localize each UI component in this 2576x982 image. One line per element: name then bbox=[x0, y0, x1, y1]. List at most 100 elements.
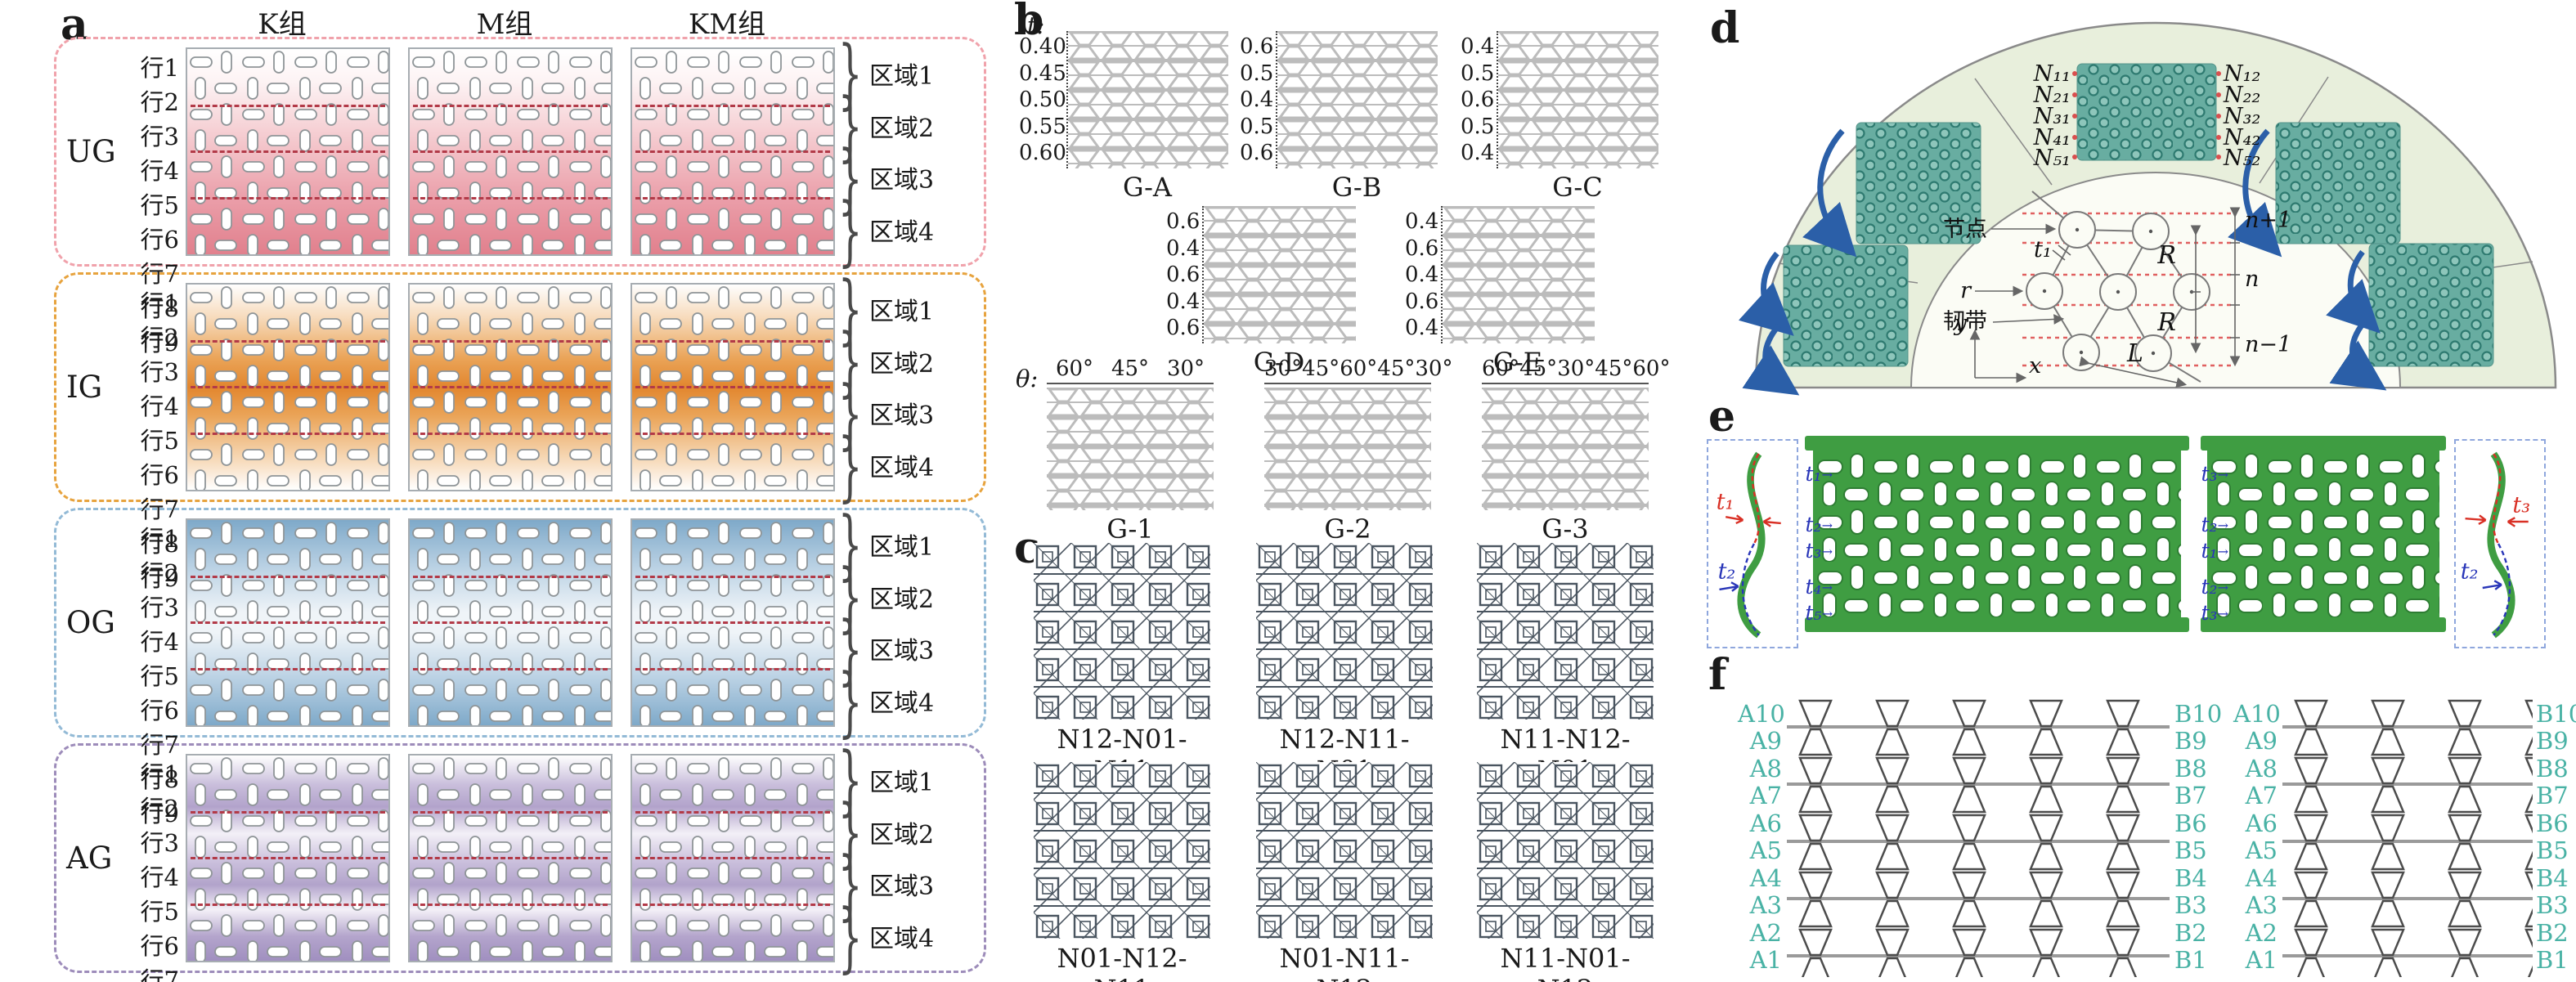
inset-t2-label: t₂ bbox=[2461, 558, 2479, 584]
right-green-lattice bbox=[2207, 451, 2439, 617]
lattice-ge bbox=[1441, 206, 1595, 343]
n-plus-1: n+1 bbox=[2245, 208, 2291, 233]
gc-values: 0.4 0.5 0.6 0.5 0.4 bbox=[1461, 31, 1497, 168]
gb-values: 0.6 0.5 0.4 0.5 0.6 bbox=[1240, 31, 1276, 168]
column-header: M组 bbox=[476, 8, 533, 41]
a-label: A8 bbox=[1749, 754, 1782, 782]
inset-t2-label: t₂ bbox=[1718, 558, 1736, 584]
row-label: 行9 bbox=[140, 564, 179, 592]
lattice-g3 bbox=[1482, 388, 1649, 510]
a-label: A10 bbox=[1738, 700, 1785, 728]
tick-t5: t₅ bbox=[1790, 601, 1833, 625]
panel-f: f A10 A9 A8 A7 A6 A5 A4 A3 A2 A1 B10 B9 B8 B7 B6 B5 B4 B… bbox=[1705, 650, 2576, 982]
block-c2: N12-N11-N01 bbox=[1256, 543, 1433, 786]
row-label: 行6 bbox=[140, 461, 179, 489]
schematic-labels: 节点 r 韧带 t₁ R R n+1 n n−1 L y x bbox=[1943, 208, 2291, 379]
lattice-row bbox=[186, 283, 835, 491]
row-label: 行5 bbox=[140, 191, 179, 219]
row-label: 行2 bbox=[140, 795, 179, 823]
angle-value: 60° bbox=[1632, 356, 1671, 381]
t-value: 0.55 bbox=[1019, 114, 1066, 139]
gd-values: 0.6 0.4 0.6 0.4 0.6 bbox=[1166, 206, 1202, 343]
block-ge: 0.4 0.6 0.4 0.6 0.4 G-E bbox=[1405, 206, 1595, 378]
lattice-og-k bbox=[186, 518, 390, 727]
row-label: 行9 bbox=[140, 329, 179, 356]
block-g1: 60° 45° 30° G-1 bbox=[1042, 356, 1218, 545]
t-value: 0.6 bbox=[1405, 289, 1439, 314]
block-ga: 0.40 0.45 0.50 0.55 0.60 G-A bbox=[1019, 31, 1228, 203]
n-label: N₄₂ bbox=[2223, 125, 2260, 150]
inset-right: t₃ t₂ bbox=[2454, 439, 2546, 648]
angle-value: 60° bbox=[1482, 356, 1520, 381]
rotation-arrows bbox=[1738, 128, 2387, 396]
a-label: A5 bbox=[2245, 836, 2278, 865]
tick-rt2: t₂ bbox=[2186, 513, 2228, 536]
angle-value: 45° bbox=[1595, 356, 1633, 381]
caption: N01-N11-N12 bbox=[1279, 943, 1410, 982]
n-label: N₃₁ bbox=[2033, 104, 2071, 129]
caption-g1: G-1 bbox=[1106, 513, 1154, 545]
row-label: 行2 bbox=[140, 324, 179, 352]
panel-e: e t₁ t₂ t₁ t₂ t₃ t₄ bbox=[1705, 392, 2576, 657]
angle-value: 45° bbox=[1302, 356, 1340, 381]
lattice-ig-m bbox=[408, 283, 613, 491]
a-label: A8 bbox=[2245, 754, 2278, 782]
t2-outline bbox=[1741, 543, 1760, 636]
n-minus-1: n−1 bbox=[2245, 332, 2291, 357]
t-value: 0.4 bbox=[1405, 209, 1439, 234]
region-labels: 区域1 区域2 区域3 区域4 bbox=[866, 47, 958, 256]
t-value: 0.6 bbox=[1405, 235, 1439, 261]
n-label: N₅₂ bbox=[2223, 146, 2260, 171]
inset-t3-label: t₃ bbox=[2512, 492, 2530, 518]
blue-arrows bbox=[2482, 580, 2502, 590]
row-label: 行5 bbox=[140, 427, 179, 455]
region-braces bbox=[835, 754, 866, 962]
a-label: A3 bbox=[2245, 891, 2278, 920]
region-label: 区域3 bbox=[869, 637, 935, 666]
t-value: 0.60 bbox=[1019, 141, 1066, 165]
tick-t3: t₃ bbox=[1790, 539, 1833, 563]
block-gd: 0.6 0.4 0.6 0.4 0.6 G-D bbox=[1166, 206, 1356, 378]
a-label: A9 bbox=[2245, 727, 2278, 756]
a-label: A6 bbox=[1749, 809, 1782, 837]
R-lower: R bbox=[2156, 308, 2176, 337]
semicircle-diagram: N₁₁ N₂₁ N₃₁ N₄₁ N₅₁ N₁₂ N₂₂ N₃₂ N₄₂ N₅₂ bbox=[1738, 21, 2557, 396]
lattice-g2 bbox=[1264, 388, 1431, 510]
row-label: 行8 bbox=[140, 294, 179, 322]
caption: N01-N12-N11 bbox=[1057, 943, 1187, 982]
block-c3: N11-N12-N01 bbox=[1477, 543, 1654, 786]
lattice-gd bbox=[1202, 206, 1356, 343]
b-label: B1 bbox=[2536, 945, 2569, 974]
a-label: A2 bbox=[2245, 918, 2278, 947]
bowtie-lattice-left bbox=[1787, 699, 2170, 977]
n-label: N₂₂ bbox=[2223, 83, 2260, 108]
n-label: N₄₁ bbox=[2033, 125, 2071, 150]
region-labels: 区域1 区域2 区域3 区域4 bbox=[866, 754, 958, 962]
tick-rt4: t₂ bbox=[2186, 575, 2228, 599]
n-label: N₁₂ bbox=[2223, 61, 2260, 87]
a-label: A7 bbox=[1749, 782, 1782, 810]
b-label: B3 bbox=[2174, 891, 2207, 920]
b-label: B9 bbox=[2174, 727, 2207, 756]
group-name: OG bbox=[66, 605, 115, 640]
panel-b-label: b bbox=[1014, 0, 1044, 45]
lattice-n01-n11-n12 bbox=[1256, 762, 1433, 939]
n-label: N₅₁ bbox=[2033, 146, 2071, 171]
caption-ga: G-A bbox=[1122, 172, 1173, 203]
row-label: 行1 bbox=[140, 54, 179, 82]
caption-gd: G-D bbox=[1253, 347, 1305, 378]
lattice-og-km bbox=[631, 518, 835, 727]
t-value: 0.6 bbox=[1240, 141, 1274, 165]
row-label: 行2 bbox=[140, 559, 179, 587]
row-label: 行6 bbox=[140, 697, 179, 724]
n-label: N₂₁ bbox=[2033, 83, 2071, 108]
group-ag: AG 行1 行2 行3 行4 行5 行6 行7 行8 行9 区域1 区域2 区域3 区域4 bbox=[54, 743, 986, 982]
b-label: B6 bbox=[2174, 809, 2207, 837]
a-label: A2 bbox=[1749, 918, 1782, 947]
angle-value: 60° bbox=[1340, 356, 1378, 381]
